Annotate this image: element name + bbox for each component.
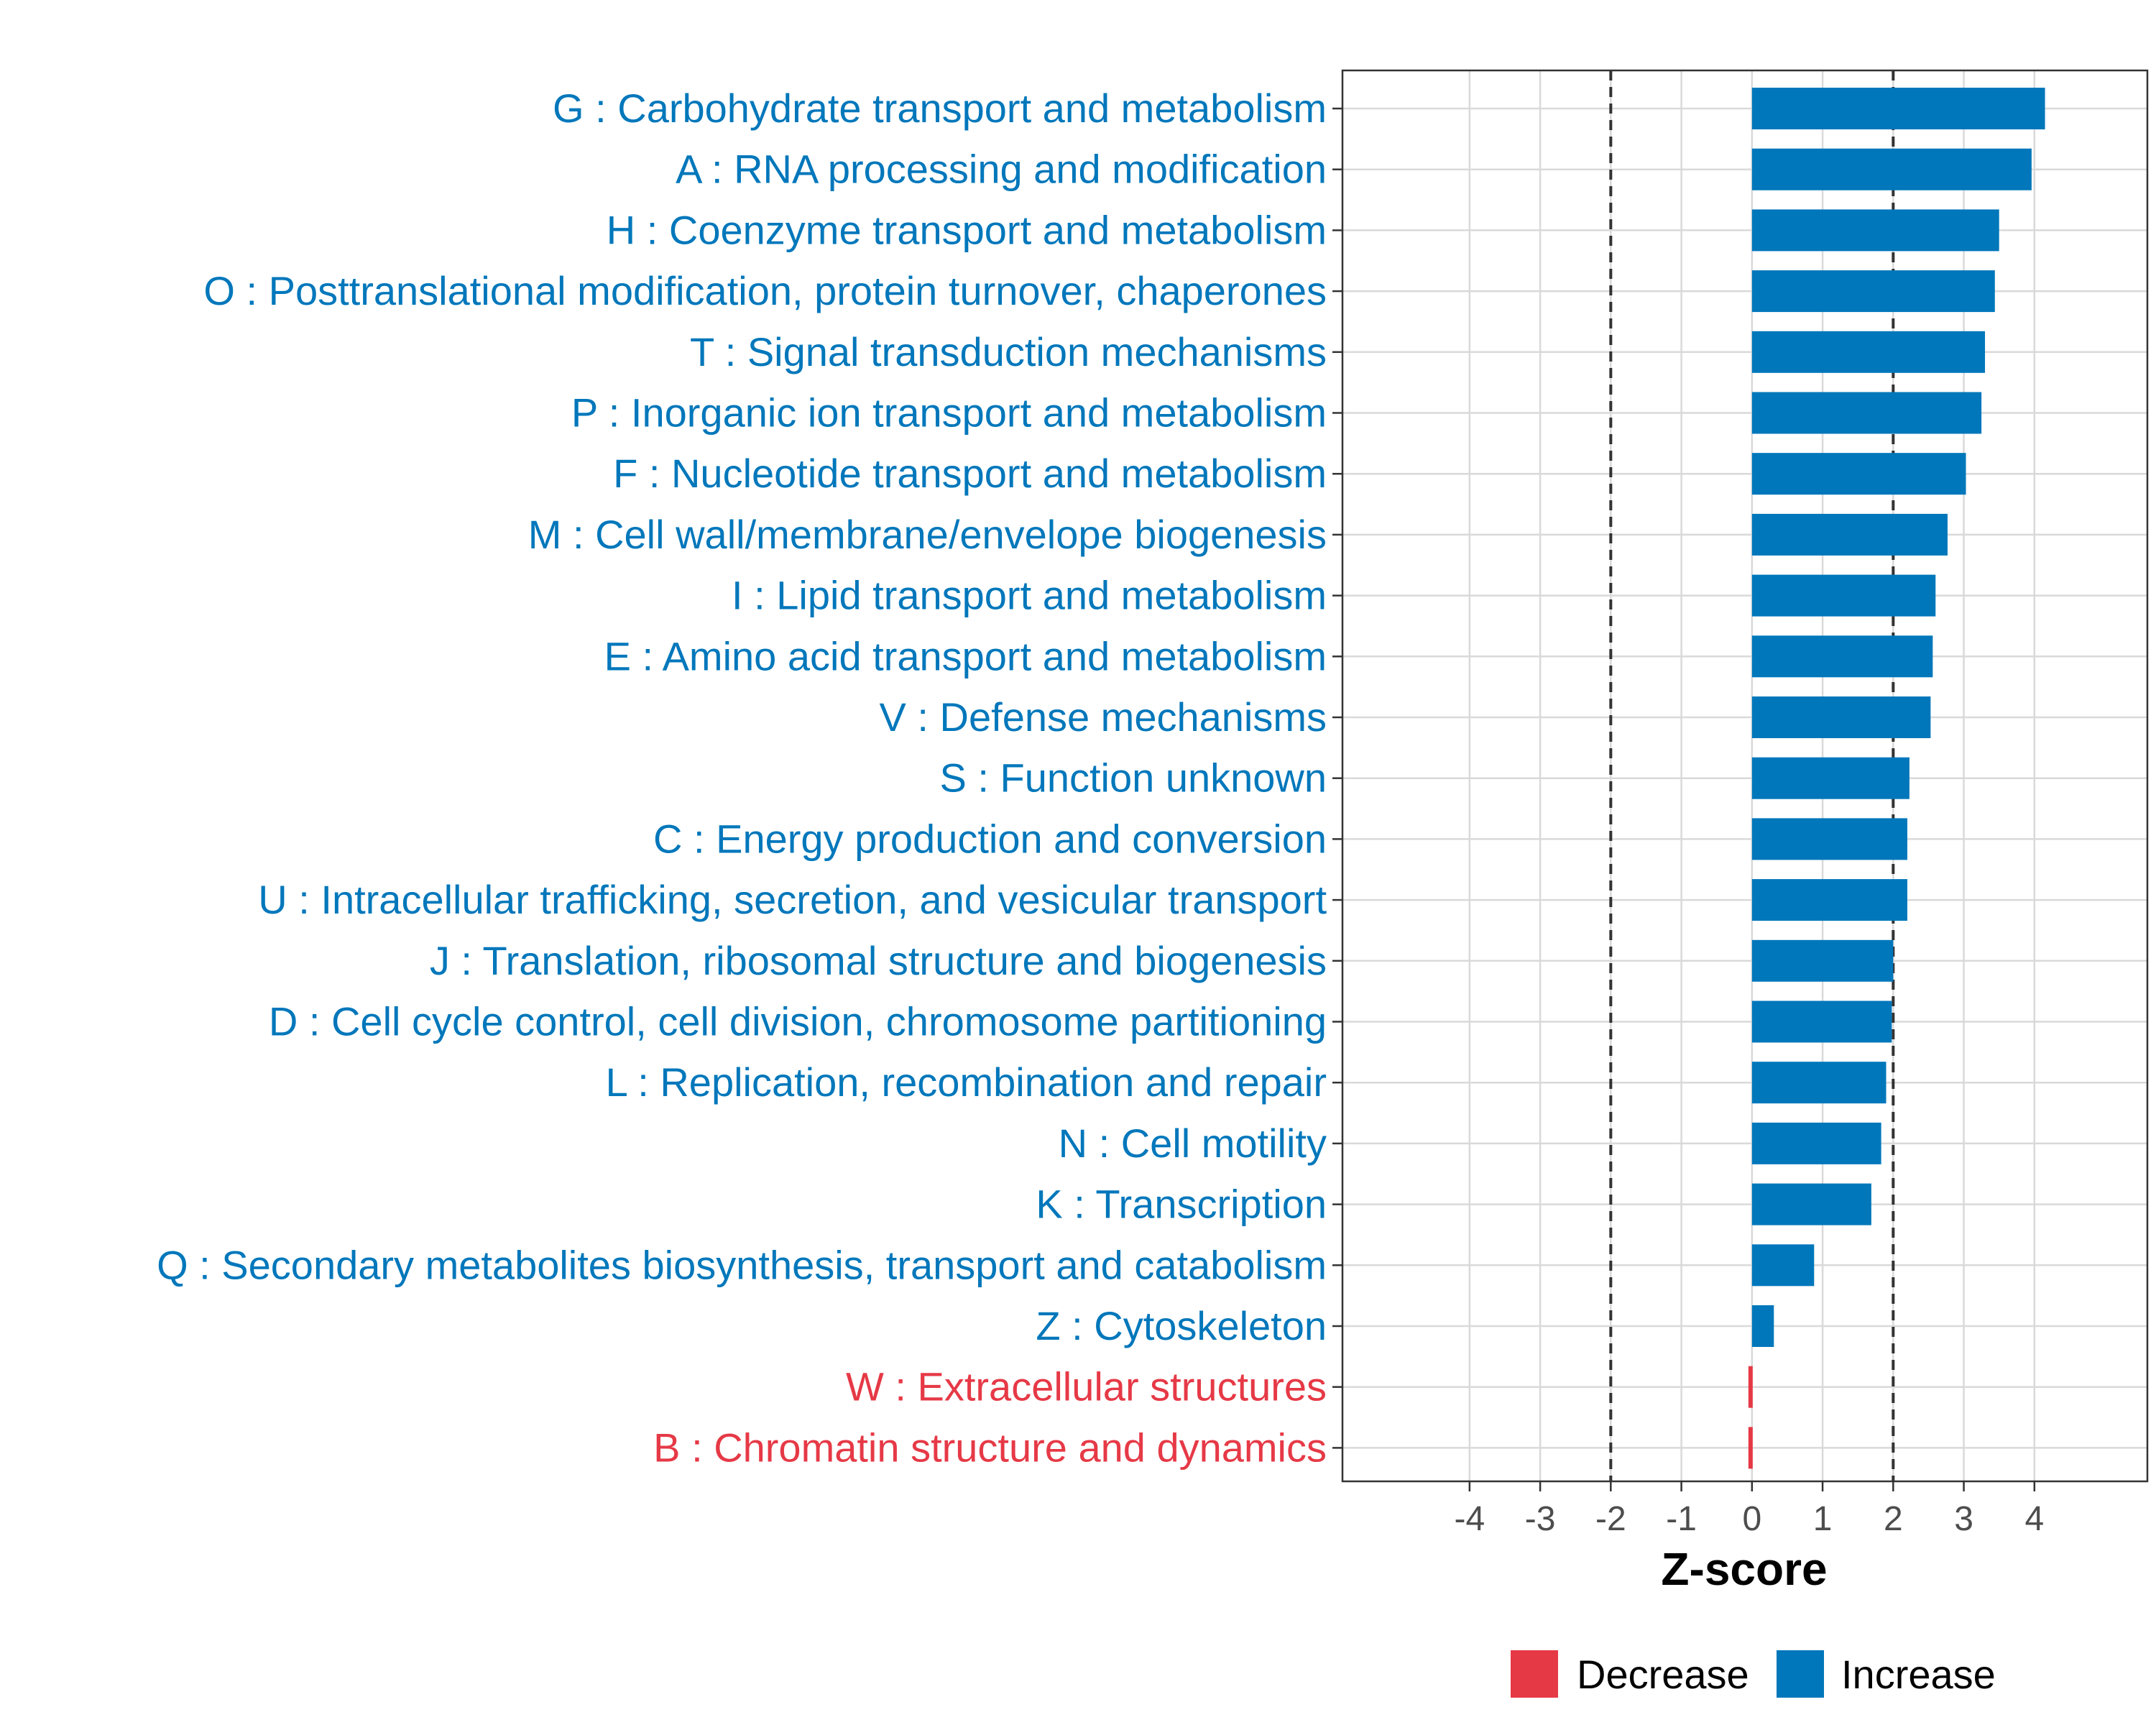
x-tick-label: 2	[1884, 1500, 1903, 1538]
bar-increase	[1751, 635, 1933, 678]
category-label: E : Amino acid transport and metabolism	[604, 633, 1327, 678]
x-tick-label: -3	[1525, 1500, 1556, 1538]
category-label: S : Function unknown	[939, 755, 1327, 801]
bar-decrease	[1748, 1427, 1753, 1469]
category-label: T : Signal transduction mechanisms	[690, 329, 1327, 374]
category-label: C : Energy production and conversion	[653, 816, 1327, 861]
legend-label-decrease: Decrease	[1577, 1652, 1749, 1697]
category-label: L : Replication, recombination and repai…	[606, 1059, 1327, 1105]
bar-increase	[1751, 1062, 1886, 1104]
bar-increase	[1751, 1000, 1892, 1043]
x-tick-label: 1	[1813, 1500, 1833, 1538]
category-label: I : Lipid transport and metabolism	[732, 573, 1327, 618]
category-label: M : Cell wall/membrane/envelope biogenes…	[528, 512, 1327, 557]
category-label: J : Translation, ribosomal structure and…	[430, 938, 1327, 983]
category-label: P : Inorganic ion transport and metaboli…	[571, 390, 1327, 436]
x-tick-label: -2	[1595, 1500, 1626, 1538]
x-axis-title: Z-score	[1661, 1543, 1827, 1595]
bar-increase	[1751, 879, 1907, 921]
bar-increase	[1751, 939, 1894, 982]
bar-increase	[1751, 513, 1948, 556]
bar-increase	[1751, 392, 1982, 434]
bar-increase	[1751, 453, 1966, 495]
category-label: U : Intracellular trafficking, secretion…	[258, 877, 1327, 922]
legend: Decrease Increase	[1511, 1650, 1996, 1698]
legend-label-increase: Increase	[1841, 1652, 1996, 1697]
bar-increase	[1751, 1122, 1881, 1164]
bar-increase	[1751, 818, 1907, 860]
bars	[1748, 88, 2045, 1469]
category-label: V : Defense mechanisms	[880, 694, 1327, 740]
bar-increase	[1751, 757, 1909, 799]
bar-increase	[1751, 270, 1995, 313]
x-tick-label: -1	[1666, 1500, 1697, 1538]
y-axis-category-labels: G : Carbohydrate transport and metabolis…	[157, 86, 1327, 1470]
category-label: A : RNA processing and modification	[676, 147, 1327, 192]
bar-increase	[1751, 148, 2032, 190]
category-label: D : Cell cycle control, cell division, c…	[269, 999, 1327, 1044]
legend-swatch-increase	[1777, 1650, 1824, 1698]
bar-increase	[1751, 574, 1936, 617]
category-label: N : Cell motility	[1059, 1121, 1327, 1166]
bar-decrease	[1748, 1366, 1753, 1408]
category-label: Z : Cytoskeleton	[1036, 1303, 1327, 1348]
x-tick-label: 4	[2024, 1500, 2044, 1538]
category-label: Q : Secondary metabolites biosynthesis, …	[157, 1242, 1327, 1287]
x-tick-label: -4	[1454, 1500, 1485, 1538]
category-label: F : Nucleotide transport and metabolism	[613, 451, 1327, 496]
bar-increase	[1751, 1244, 1815, 1287]
bar-increase	[1751, 209, 1999, 252]
y-axis-ticks	[1332, 107, 1342, 1449]
category-label: O : Posttranslational modification, prot…	[203, 268, 1327, 313]
bar-increase	[1751, 88, 2045, 129]
plot-panel-border	[1341, 69, 2149, 1483]
category-label: K : Transcription	[1036, 1182, 1327, 1227]
legend-swatch-decrease	[1511, 1650, 1558, 1698]
bar-increase	[1751, 696, 1931, 738]
x-tick-label: 0	[1742, 1500, 1761, 1538]
category-label: G : Carbohydrate transport and metabolis…	[553, 86, 1327, 131]
x-axis-ticks: -4 -3 -2 -1 0 1 2 3 4	[1454, 1481, 2044, 1538]
category-label: B : Chromatin structure and dynamics	[653, 1425, 1327, 1470]
category-label: H : Coenzyme transport and metabolism	[607, 207, 1327, 252]
bar-increase	[1751, 1183, 1871, 1225]
category-label: W : Extracellular structures	[846, 1364, 1327, 1409]
x-tick-label: 3	[1954, 1500, 1973, 1538]
bar-increase	[1751, 331, 1986, 373]
bar-increase	[1751, 1305, 1774, 1347]
